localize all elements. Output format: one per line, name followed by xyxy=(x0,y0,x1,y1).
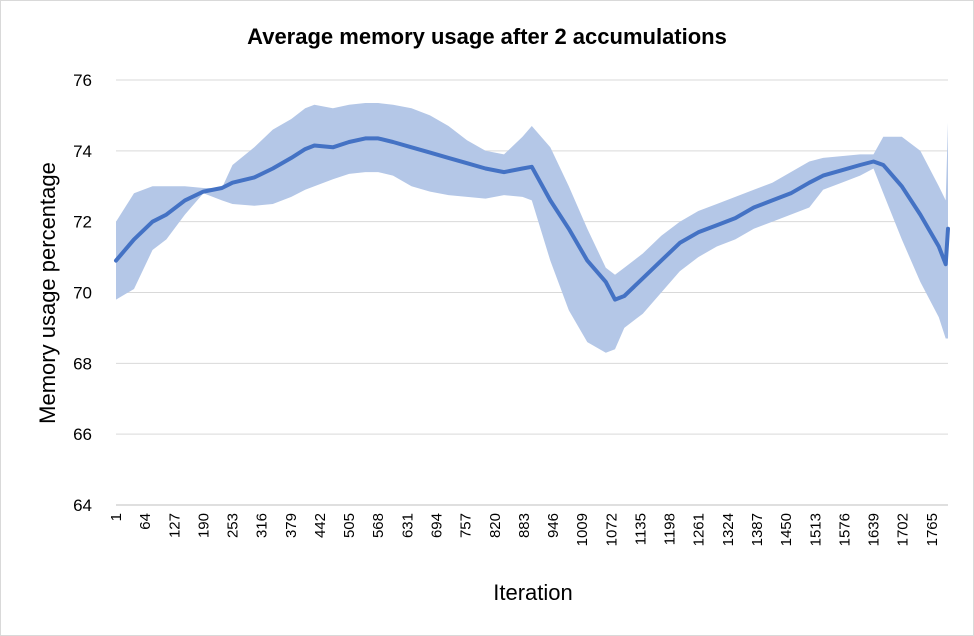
y-axis-ticks: 64 66 68 70 72 74 76 xyxy=(73,71,92,515)
x-tick-label-820: 820 xyxy=(487,513,504,538)
x-tick-label-757: 757 xyxy=(458,513,475,538)
x-tick-label-1450: 1450 xyxy=(778,513,795,546)
x-tick-label-1009: 1009 xyxy=(574,513,591,546)
x-tick-label-883: 883 xyxy=(516,513,533,538)
x-tick-label-694: 694 xyxy=(429,513,446,538)
x-tick-label-1576: 1576 xyxy=(836,513,853,546)
y-tick-label-74: 74 xyxy=(73,142,92,161)
x-tick-label-190: 190 xyxy=(195,513,212,538)
y-tick-label-76: 76 xyxy=(73,71,92,90)
y-tick-label-66: 66 xyxy=(73,425,92,444)
x-tick-label-946: 946 xyxy=(545,513,562,538)
x-tick-label-1765: 1765 xyxy=(924,513,941,546)
y-axis-label: Memory usage percentage xyxy=(35,162,60,424)
x-tick-label-1072: 1072 xyxy=(603,513,620,546)
x-tick-label-568: 568 xyxy=(370,513,387,538)
variance-band xyxy=(116,103,948,353)
x-tick-label-1513: 1513 xyxy=(807,513,824,546)
x-axis-ticks: 1 64 127 190 253 316 379 442 505 568 631 694 757 820 8… xyxy=(108,513,941,546)
x-tick-label-316: 316 xyxy=(254,513,271,538)
x-tick-label-505: 505 xyxy=(341,513,358,538)
chart-title: Average memory usage after 2 accumulatio… xyxy=(247,24,727,49)
average-line xyxy=(114,136,950,302)
x-tick-label-1387: 1387 xyxy=(749,513,766,546)
x-axis-label: Iteration xyxy=(493,580,573,605)
x-tick-label-442: 442 xyxy=(312,513,329,538)
variance-band-area xyxy=(116,103,948,353)
x-tick-label-64: 64 xyxy=(137,513,154,530)
x-tick-label-631: 631 xyxy=(399,513,416,538)
x-tick-label-1324: 1324 xyxy=(720,513,737,546)
x-tick-label-1639: 1639 xyxy=(866,513,883,546)
x-tick-label-127: 127 xyxy=(166,513,183,538)
x-tick-label-1261: 1261 xyxy=(691,513,708,546)
x-tick-label-1198: 1198 xyxy=(662,513,679,545)
y-tick-label-72: 72 xyxy=(73,213,92,232)
x-tick-label-1: 1 xyxy=(108,513,125,521)
y-tick-label-64: 64 xyxy=(73,496,92,515)
x-tick-label-379: 379 xyxy=(283,513,300,538)
y-tick-label-68: 68 xyxy=(73,354,92,373)
x-tick-label-1135: 1135 xyxy=(633,513,650,545)
y-tick-label-70: 70 xyxy=(73,284,92,303)
x-tick-label-253: 253 xyxy=(225,513,242,538)
x-tick-label-1702: 1702 xyxy=(895,513,912,546)
average-memory-line xyxy=(114,136,950,302)
